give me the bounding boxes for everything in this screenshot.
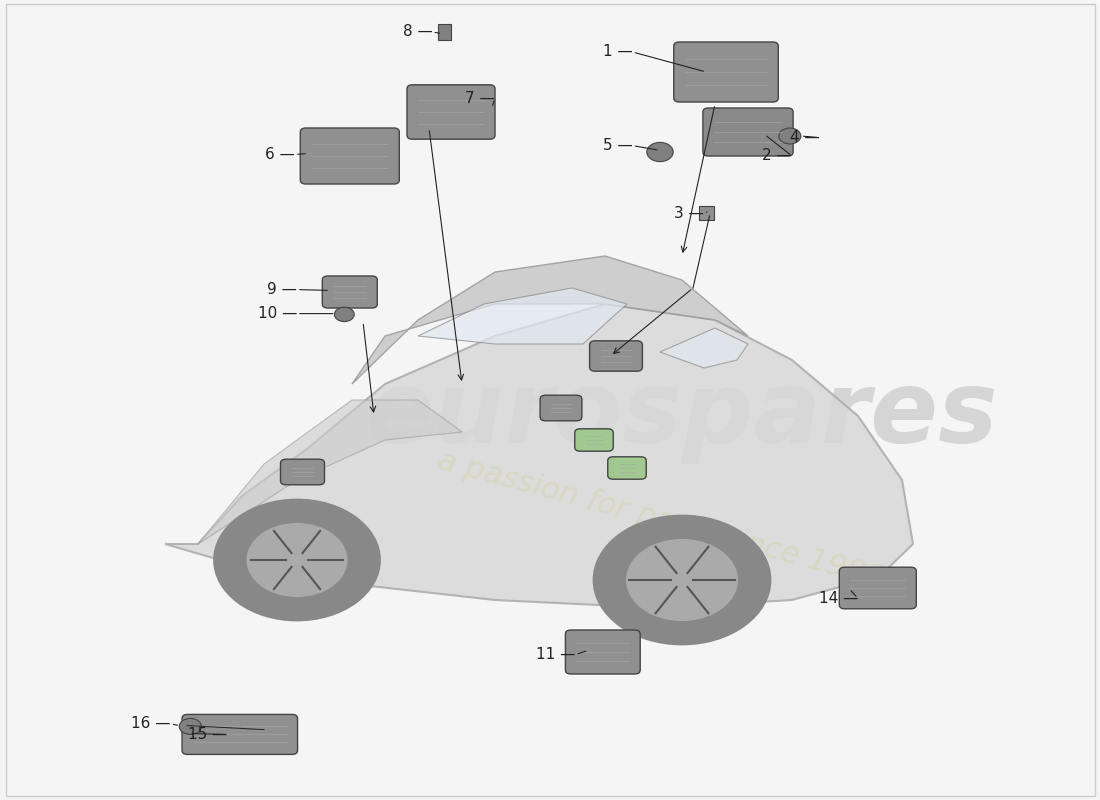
FancyBboxPatch shape [607,457,647,479]
Text: 6 —: 6 — [265,147,295,162]
FancyBboxPatch shape [280,459,324,485]
FancyBboxPatch shape [575,429,614,451]
Text: eurospares: eurospares [365,367,999,465]
Text: 15 —: 15 — [188,727,228,742]
Circle shape [647,142,673,162]
Polygon shape [352,256,748,384]
Polygon shape [165,304,913,608]
Text: 2 —: 2 — [762,149,792,163]
Circle shape [594,516,770,644]
Text: 9 —: 9 — [267,282,297,297]
Bar [438,24,451,40]
FancyBboxPatch shape [540,395,582,421]
Text: a passion for parts since 1985: a passion for parts since 1985 [433,446,887,594]
Text: 5 —: 5 — [603,138,632,153]
FancyBboxPatch shape [407,85,495,139]
FancyBboxPatch shape [565,630,640,674]
Circle shape [179,718,201,734]
Bar [698,206,714,220]
Circle shape [779,128,801,144]
Text: 10 —: 10 — [257,306,297,321]
Text: 14 —: 14 — [818,591,858,606]
Polygon shape [198,400,462,544]
Text: 16 —: 16 — [131,717,170,731]
FancyBboxPatch shape [839,567,916,609]
Text: 8 —: 8 — [403,25,432,39]
FancyBboxPatch shape [322,276,377,308]
Circle shape [214,500,380,620]
Text: 4 —: 4 — [790,130,820,145]
Polygon shape [660,328,748,368]
Text: 11 —: 11 — [536,647,575,662]
Text: 7 —: 7 — [465,91,495,106]
FancyBboxPatch shape [703,108,793,156]
FancyBboxPatch shape [590,341,642,371]
FancyBboxPatch shape [673,42,779,102]
Circle shape [248,524,346,596]
Polygon shape [418,288,627,344]
Circle shape [627,540,737,620]
FancyBboxPatch shape [300,128,399,184]
Text: 1 —: 1 — [603,45,632,59]
FancyBboxPatch shape [182,714,297,754]
Circle shape [334,307,354,322]
Text: 3 —: 3 — [674,206,704,221]
